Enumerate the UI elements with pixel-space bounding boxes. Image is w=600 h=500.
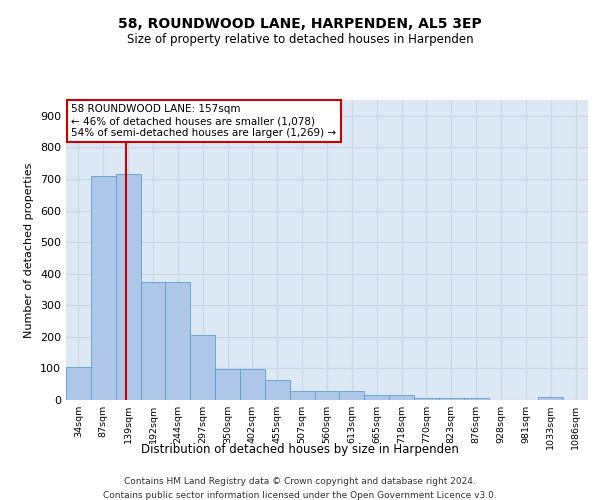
Text: Size of property relative to detached houses in Harpenden: Size of property relative to detached ho…: [127, 32, 473, 46]
Text: Contains HM Land Registry data © Crown copyright and database right 2024.: Contains HM Land Registry data © Crown c…: [124, 478, 476, 486]
Bar: [538, 397, 563, 400]
Text: Distribution of detached houses by size in Harpenden: Distribution of detached houses by size …: [141, 442, 459, 456]
Bar: [414, 398, 439, 400]
Bar: [314, 390, 340, 400]
Bar: [340, 390, 364, 400]
Bar: [91, 176, 116, 400]
Bar: [116, 174, 140, 400]
Bar: [364, 394, 389, 400]
Bar: [265, 380, 290, 400]
Bar: [464, 398, 488, 400]
Bar: [190, 334, 215, 400]
Bar: [389, 394, 414, 400]
Text: 58 ROUNDWOOD LANE: 157sqm
← 46% of detached houses are smaller (1,078)
54% of se: 58 ROUNDWOOD LANE: 157sqm ← 46% of detac…: [71, 104, 337, 138]
Bar: [140, 282, 166, 400]
Bar: [166, 282, 190, 400]
Bar: [66, 368, 91, 400]
Bar: [215, 369, 240, 400]
Y-axis label: Number of detached properties: Number of detached properties: [25, 162, 34, 338]
Text: Contains public sector information licensed under the Open Government Licence v3: Contains public sector information licen…: [103, 491, 497, 500]
Bar: [240, 369, 265, 400]
Bar: [439, 398, 464, 400]
Text: 58, ROUNDWOOD LANE, HARPENDEN, AL5 3EP: 58, ROUNDWOOD LANE, HARPENDEN, AL5 3EP: [118, 18, 482, 32]
Bar: [290, 390, 314, 400]
